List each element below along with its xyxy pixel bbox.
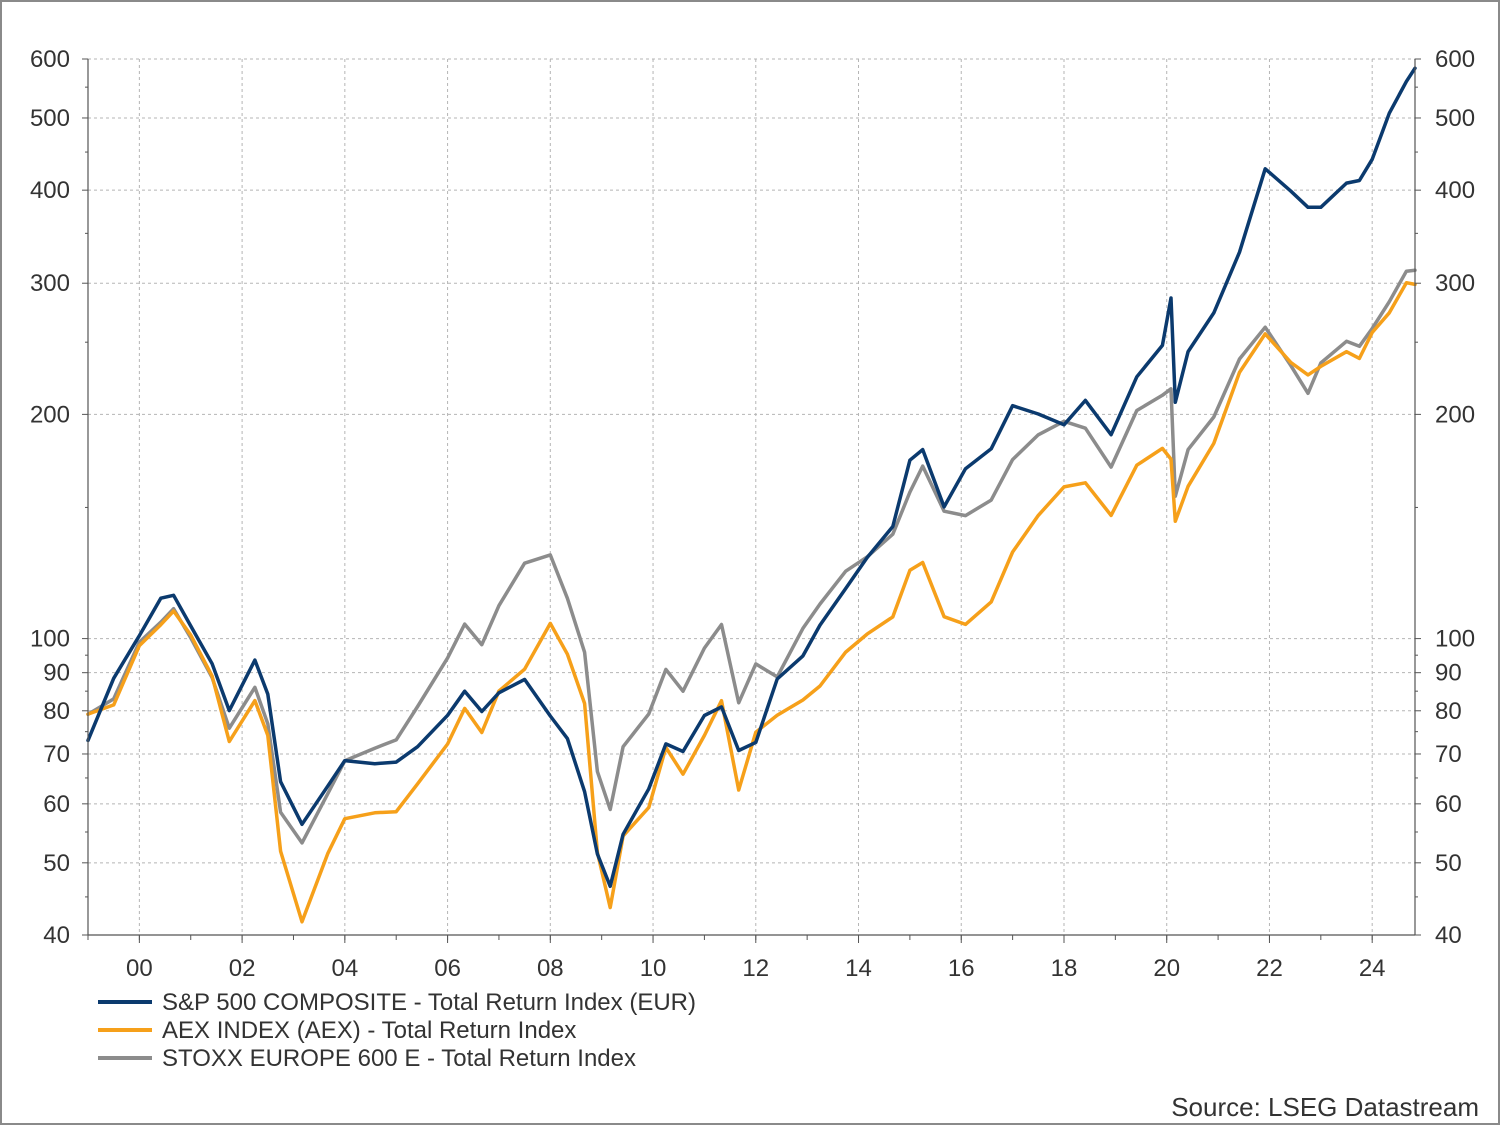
y-tick-label-left: 600 xyxy=(30,46,70,73)
x-tick-label: 18 xyxy=(1051,955,1078,982)
series-line-0 xyxy=(86,66,1417,889)
source-label: Source: LSEG Datastream xyxy=(1171,1092,1479,1122)
y-tick-label-right: 600 xyxy=(1435,46,1475,73)
y-tick-label-right: 60 xyxy=(1435,791,1462,818)
series-line-2 xyxy=(86,268,1417,845)
x-tick-label: 16 xyxy=(948,955,975,982)
y-tick-label-right: 300 xyxy=(1435,270,1475,297)
x-tick-label: 00 xyxy=(126,955,153,982)
y-tick-label-left: 90 xyxy=(43,660,70,687)
legend-label: S&P 500 COMPOSITE - Total Return Index (… xyxy=(162,989,696,1016)
y-tick-label-left: 100 xyxy=(30,626,70,653)
x-tick-label: 14 xyxy=(845,955,872,982)
x-tick-label: 02 xyxy=(229,955,256,982)
legend-label: STOXX EUROPE 600 E - Total Return Index xyxy=(162,1045,636,1072)
x-tick-label: 10 xyxy=(640,955,667,982)
y-tick-label-left: 60 xyxy=(43,791,70,818)
y-tick-label-left: 400 xyxy=(30,177,70,204)
y-tick-label-left: 50 xyxy=(43,850,70,877)
x-tick-label: 24 xyxy=(1359,955,1386,982)
y-tick-label-right: 100 xyxy=(1435,626,1475,653)
legend: S&P 500 COMPOSITE - Total Return Index (… xyxy=(98,989,696,1072)
y-tick-label-right: 50 xyxy=(1435,850,1462,877)
y-tick-label-right: 400 xyxy=(1435,177,1475,204)
y-tick-label-right: 40 xyxy=(1435,922,1462,949)
y-tick-label-left: 70 xyxy=(43,741,70,768)
x-tick-label: 04 xyxy=(331,955,358,982)
y-tick-label-right: 500 xyxy=(1435,105,1475,132)
grid xyxy=(88,58,1415,936)
x-tick-label: 22 xyxy=(1256,955,1283,982)
y-tick-label-left: 300 xyxy=(30,270,70,297)
series-lines xyxy=(86,66,1417,924)
x-tick-label: 12 xyxy=(742,955,769,982)
y-tick-label-right: 80 xyxy=(1435,698,1462,725)
y-tick-label-right: 70 xyxy=(1435,741,1462,768)
y-tick-label-right: 200 xyxy=(1435,401,1475,428)
x-tick-label: 08 xyxy=(537,955,564,982)
series-line-1 xyxy=(86,280,1417,924)
x-tick-label: 20 xyxy=(1153,955,1180,982)
x-tick-label: 06 xyxy=(434,955,461,982)
legend-label: AEX INDEX (AEX) - Total Return Index xyxy=(162,1017,576,1044)
y-tick-label-left: 40 xyxy=(43,922,70,949)
y-tick-label-left: 200 xyxy=(30,401,70,428)
y-tick-label-right: 90 xyxy=(1435,660,1462,687)
y-tick-label-left: 500 xyxy=(30,105,70,132)
y-tick-label-left: 80 xyxy=(43,698,70,725)
